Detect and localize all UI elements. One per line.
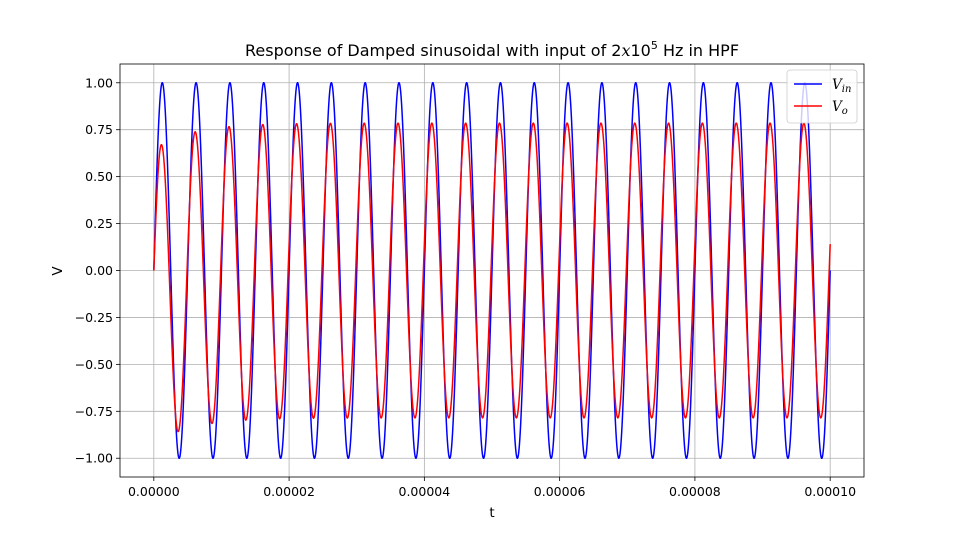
y-tick-label: −0.25 (75, 310, 113, 325)
y-tick-label: 0.25 (85, 216, 113, 231)
x-tick-label: 0.00002 (263, 484, 315, 499)
legend-label-vo: Vo (832, 99, 848, 117)
legend-label-vin: Vin (832, 77, 851, 95)
y-tick-label: −0.50 (75, 357, 113, 372)
y-tick-label: −0.75 (75, 404, 113, 419)
y-tick-label: 0.50 (85, 169, 113, 184)
chart-title: Response of Damped sinusoidal with input… (245, 39, 739, 60)
x-axis-ticks: 0.00000 0.00002 0.00004 0.00006 0.00008 0.000… (128, 477, 856, 499)
plot-series (153, 82, 831, 459)
legend: Vin Vo (786, 69, 858, 124)
y-axis-label: V (50, 266, 66, 276)
y-tick-label: 0.75 (85, 122, 113, 137)
y-tick-label: 0.00 (85, 263, 113, 278)
series-line-vo (153, 122, 831, 433)
x-tick-label: 0.00004 (399, 484, 451, 499)
x-tick-label: 0.00006 (534, 484, 586, 499)
y-tick-label: 1.00 (85, 75, 113, 90)
x-axis-label: t (489, 505, 494, 521)
x-tick-label: 0.00000 (128, 484, 180, 499)
y-tick-label: −1.00 (75, 451, 113, 466)
y-axis-ticks: −1.00 −0.75 −0.50 −0.25 0.00 0.25 0.50 0.75 1.00 (75, 75, 120, 466)
series-line-vin (153, 82, 831, 459)
x-tick-label: 0.00010 (804, 484, 856, 499)
x-tick-label: 0.00008 (669, 484, 721, 499)
